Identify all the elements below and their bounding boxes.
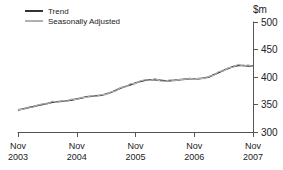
svg-text:400: 400 [261, 72, 278, 83]
svg-text:Seasonally Adjusted: Seasonally Adjusted [48, 17, 120, 26]
svg-text:300: 300 [261, 127, 278, 138]
svg-text:Nov: Nov [245, 141, 262, 151]
svg-text:2006: 2006 [184, 152, 204, 162]
svg-text:Nov: Nov [127, 141, 144, 151]
svg-text:500: 500 [261, 17, 278, 28]
svg-text:Nov: Nov [186, 141, 203, 151]
svg-text:Trend: Trend [48, 7, 69, 16]
svg-text:Nov: Nov [69, 141, 86, 151]
svg-text:2003: 2003 [8, 152, 28, 162]
svg-text:$m: $m [253, 4, 267, 15]
svg-text:350: 350 [261, 99, 278, 110]
svg-text:2005: 2005 [125, 152, 145, 162]
svg-text:2007: 2007 [243, 152, 263, 162]
svg-text:450: 450 [261, 44, 278, 55]
svg-text:2004: 2004 [67, 152, 87, 162]
svg-text:Nov: Nov [10, 141, 27, 151]
